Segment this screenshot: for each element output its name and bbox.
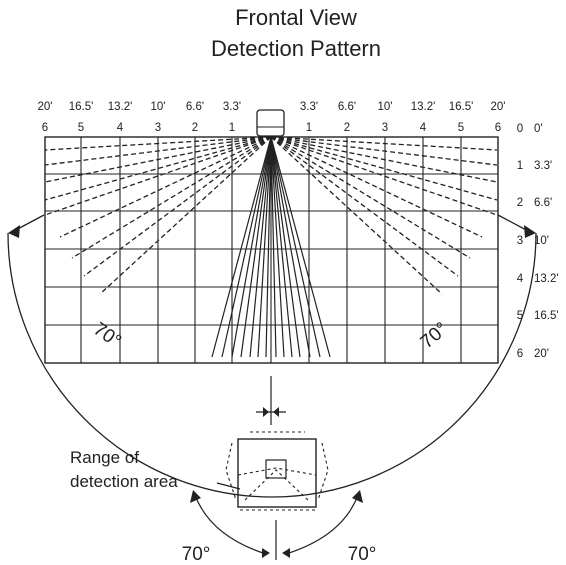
solid-beam (257, 136, 272, 358)
right-m-label: 1 (517, 160, 523, 172)
dashed-beam (270, 136, 483, 238)
top-feet-label: 10' (151, 101, 166, 113)
right-m-label: 3 (517, 235, 523, 247)
solid-beam (270, 136, 321, 358)
top-m-label: 2 (192, 122, 198, 134)
top-m-label: 4 (420, 122, 427, 134)
top-m-label: 5 (78, 122, 84, 134)
top-feet-label: 20' (38, 101, 53, 113)
dashed-beam (270, 136, 498, 201)
top-feet-label: 13.2' (411, 101, 436, 113)
dashed-beam (270, 136, 471, 259)
solid-beam (270, 136, 311, 358)
top-m-label: 4 (117, 122, 124, 134)
top-m-label: 1 (229, 122, 235, 134)
solid-beam (249, 136, 272, 358)
title-line-2: Detection Pattern (211, 36, 381, 61)
right-m-label: 6 (517, 348, 523, 360)
solid-beam (270, 136, 301, 358)
solid-beam (265, 136, 272, 358)
top-m-label: 2 (344, 122, 350, 134)
bottom-angle-label-left: 70° (182, 544, 211, 565)
top-m-label: 6 (42, 122, 48, 134)
dashed-beam (44, 136, 272, 151)
right-scale-feet: 0' 3.3' 6.6' 10' 13.2' 16.5' 20' (534, 123, 559, 360)
solid-detection-beams (211, 136, 331, 358)
right-m-label: 4 (517, 273, 524, 285)
top-m-label: 3 (382, 122, 388, 134)
bottom-angle-label-right: 70° (348, 544, 377, 565)
solid-beam (270, 136, 331, 358)
solid-beam (231, 136, 272, 358)
dashed-beam (99, 136, 272, 295)
dashed-detection-beams (44, 136, 498, 295)
solid-beam (221, 136, 272, 358)
right-m-label: 2 (517, 197, 523, 209)
right-scale-meters: 0 1 2 3 4 5 6 (517, 123, 524, 360)
solid-beam (270, 136, 277, 358)
dashed-beam (83, 136, 272, 277)
dashed-beam (44, 136, 272, 183)
title-line-1: Frontal View (235, 5, 357, 30)
top-feet-label: 3.3' (300, 101, 318, 113)
right-feet-label: 3.3' (534, 160, 552, 172)
right-m-label: 0 (517, 123, 523, 135)
solid-beam (240, 136, 272, 358)
dashed-beam (270, 136, 498, 151)
angle-label-right: 70° (417, 319, 453, 354)
top-scale-feet: 20' 16.5' 13.2' 10' 6.6' 3.3' 3.3' 6.6' … (38, 101, 506, 113)
top-feet-label: 10' (378, 101, 393, 113)
center-axis (256, 376, 286, 425)
dashed-beam (270, 136, 459, 277)
top-feet-label: 16.5' (69, 101, 94, 113)
right-feet-label: 20' (534, 348, 549, 360)
top-m-label: 5 (458, 122, 464, 134)
dashed-beam (44, 136, 272, 201)
range-label-line-2: detection area (70, 472, 178, 491)
top-feet-label: 6.6' (338, 101, 356, 113)
range-label-line-1: Range of (70, 448, 139, 467)
bottom-angle-arcs (190, 482, 363, 560)
top-m-label: 6 (495, 122, 501, 134)
top-feet-label: 6.6' (186, 101, 204, 113)
dashed-beam (71, 136, 272, 259)
dashed-beam (270, 136, 443, 295)
dashed-beam (59, 136, 272, 238)
right-feet-label: 6.6' (534, 197, 552, 209)
top-m-label: 1 (306, 122, 312, 134)
dashed-beam (270, 136, 498, 166)
top-feet-label: 3.3' (223, 101, 241, 113)
right-feet-label: 10' (534, 235, 549, 247)
top-feet-label: 20' (491, 101, 506, 113)
right-feet-label: 0' (534, 123, 543, 135)
dashed-beam (44, 136, 272, 166)
solid-beam (211, 136, 272, 358)
detection-angle-arc (7, 214, 537, 498)
right-m-label: 5 (517, 310, 523, 322)
sensor-top-view (225, 431, 329, 511)
solid-beam (270, 136, 293, 358)
right-feet-label: 16.5' (534, 310, 559, 322)
sensor-head (256, 109, 285, 137)
top-m-label: 3 (155, 122, 161, 134)
right-feet-label: 13.2' (534, 273, 559, 285)
top-feet-label: 13.2' (108, 101, 133, 113)
dashed-beam (270, 136, 498, 183)
top-scale-meters: 6 5 4 3 2 1 1 2 3 4 5 6 (42, 122, 501, 134)
solid-beam (270, 136, 285, 358)
top-feet-label: 16.5' (449, 101, 474, 113)
